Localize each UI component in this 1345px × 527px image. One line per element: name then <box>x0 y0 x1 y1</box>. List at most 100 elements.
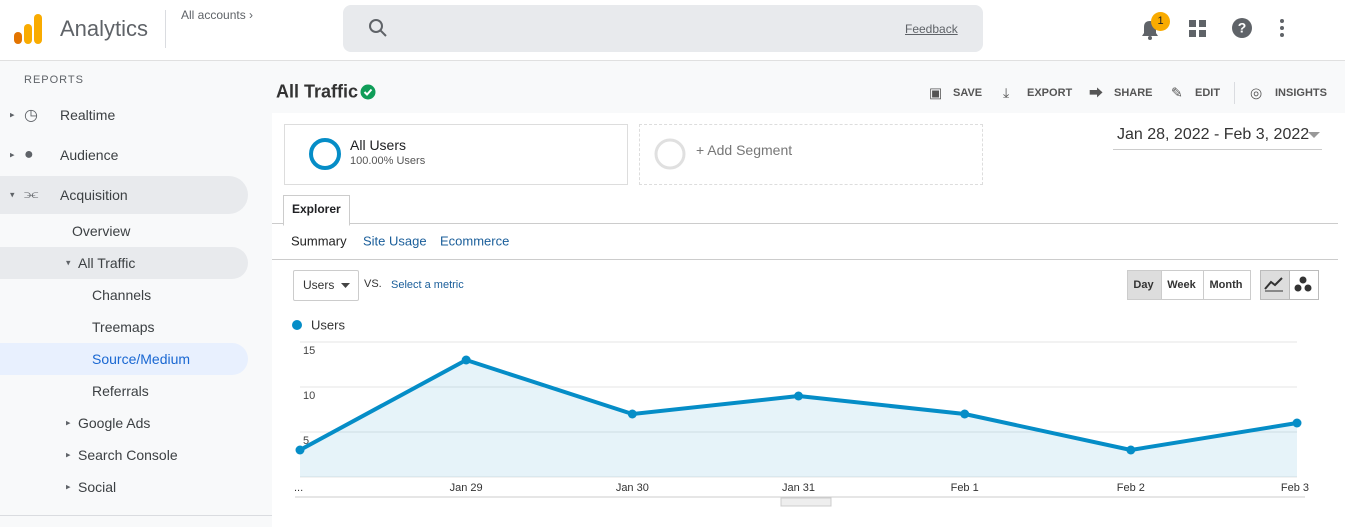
divider <box>272 259 1338 260</box>
add-segment-ring <box>654 138 686 170</box>
point <box>627 409 637 419</box>
nav-item[interactable]: Overview <box>72 223 131 239</box>
granularity-label: Day <box>1133 279 1154 291</box>
point <box>794 391 803 401</box>
action-icon: ⮕ <box>1089 85 1103 101</box>
nav-item[interactable]: Realtime <box>60 107 116 123</box>
notification-badge: 1 <box>1151 12 1170 31</box>
legend-label: Users <box>311 317 345 332</box>
nav-highlight <box>0 176 248 214</box>
explorer-tab[interactable] <box>283 195 350 226</box>
nav-icon: ◷ <box>24 107 38 124</box>
report-header <box>272 61 1345 113</box>
action-button[interactable]: INSIGHTS <box>1275 87 1327 99</box>
explorer-tab-label: Explorer <box>292 202 341 216</box>
subtab[interactable]: Summary <box>291 233 347 249</box>
dropdown-caret <box>1308 132 1320 138</box>
nav-item[interactable]: Audience <box>60 147 119 163</box>
x-tick-label: Jan 31 <box>782 482 815 494</box>
divider <box>1234 82 1235 104</box>
date-picker[interactable] <box>1113 124 1322 150</box>
motion-chart-button[interactable] <box>1289 270 1319 300</box>
top-bar <box>0 0 1345 61</box>
chart: 5 10 15... Jan 29 Jan 30 Jan 31 Feb 1 Feb 2 Feb … <box>292 317 1309 507</box>
nav-caret: ▸ <box>10 149 15 160</box>
segment-card[interactable] <box>284 124 628 185</box>
nav-item[interactable]: Source/Medium <box>92 351 191 367</box>
action-icon: ◎ <box>1250 84 1263 101</box>
logo <box>14 14 42 44</box>
add-segment[interactable] <box>639 124 983 185</box>
nav-item[interactable]: All Traffic <box>78 255 136 271</box>
granularity-label: Month <box>1209 279 1243 291</box>
x-tick-label: Jan 29 <box>450 482 483 494</box>
nav-item[interactable]: Treemaps <box>92 319 155 335</box>
action-icon: ⤓ <box>1003 84 1010 101</box>
point <box>960 409 970 419</box>
action-button[interactable]: SAVE <box>953 87 983 99</box>
x-tick-label: ... <box>294 482 303 494</box>
vs-label: VS. <box>364 278 382 290</box>
breadcrumb[interactable]: All accounts › <box>181 8 254 22</box>
divider <box>272 223 1338 224</box>
metric-label: Users <box>303 278 335 292</box>
granularity-button[interactable] <box>1203 270 1251 300</box>
point <box>295 445 305 455</box>
action-button[interactable]: EXPORT <box>1027 87 1073 99</box>
point <box>1126 445 1136 455</box>
date-range: Jan 28, 2022 - Feb 3, 2022 <box>1117 126 1310 143</box>
feedback-link[interactable]: Feedback <box>905 22 958 36</box>
y-tick-label: 5 <box>303 435 309 447</box>
y-tick-label: 15 <box>303 345 315 357</box>
sidebar <box>0 61 272 527</box>
nav-item[interactable]: Social <box>78 479 117 495</box>
nav-item[interactable]: Referrals <box>92 383 149 399</box>
add-segment-label: + Add Segment <box>696 142 793 158</box>
segment-name: All Users <box>350 137 407 153</box>
nav-caret: ▸ <box>66 417 71 428</box>
granularity-button[interactable] <box>1161 270 1204 300</box>
nav-icon: ● <box>24 146 34 163</box>
scroll-handle <box>780 497 832 507</box>
report-title: All Traffic <box>276 81 359 102</box>
divider <box>0 515 272 516</box>
x-tick-label: Feb 2 <box>1117 482 1145 494</box>
sidebar-section: REPORTS <box>24 74 84 86</box>
search-bar[interactable] <box>343 5 983 52</box>
nav-item[interactable]: Search Console <box>78 447 178 463</box>
x-tick-label: Feb 3 <box>1281 482 1309 494</box>
nav-caret: ▸ <box>10 109 15 120</box>
nav-caret: ▸ <box>66 481 71 492</box>
line-chart-icon <box>1264 277 1283 292</box>
verified-icon <box>360 84 376 100</box>
point <box>461 355 471 365</box>
action-icon: ✎ <box>1171 84 1183 101</box>
granularity-label: Week <box>1167 279 1196 291</box>
legend-swatch <box>292 320 302 330</box>
x-tick-label: Feb 1 <box>951 482 979 494</box>
nav-item[interactable]: Channels <box>92 287 152 303</box>
subtab[interactable]: Ecommerce <box>440 233 510 249</box>
nav-caret: ▾ <box>66 257 71 268</box>
metric-dropdown[interactable] <box>293 270 359 301</box>
search-icon <box>369 19 387 37</box>
select-metric[interactable]: Select a metric <box>391 279 464 291</box>
apps-icon[interactable] <box>1188 19 1208 39</box>
more-icon[interactable] <box>1277 18 1287 40</box>
dropdown-caret <box>341 283 350 288</box>
nav-highlight <box>0 247 248 279</box>
app-name: Analytics <box>60 16 149 41</box>
nav-caret: ▸ <box>66 449 71 460</box>
subtab[interactable]: Site Usage <box>363 233 427 249</box>
breadcrumb-text: All accounts <box>181 8 246 22</box>
nav-caret: ▾ <box>10 189 15 200</box>
segment-ring <box>309 138 341 170</box>
motion-chart-icon <box>1294 276 1312 292</box>
action-button[interactable]: SHARE <box>1114 87 1153 99</box>
point <box>1292 418 1302 428</box>
help-icon[interactable]: ? <box>1231 17 1253 39</box>
nav-item[interactable]: Acquisition <box>60 187 128 203</box>
action-button[interactable]: EDIT <box>1195 87 1221 99</box>
nav-item[interactable]: Google Ads <box>78 415 151 431</box>
